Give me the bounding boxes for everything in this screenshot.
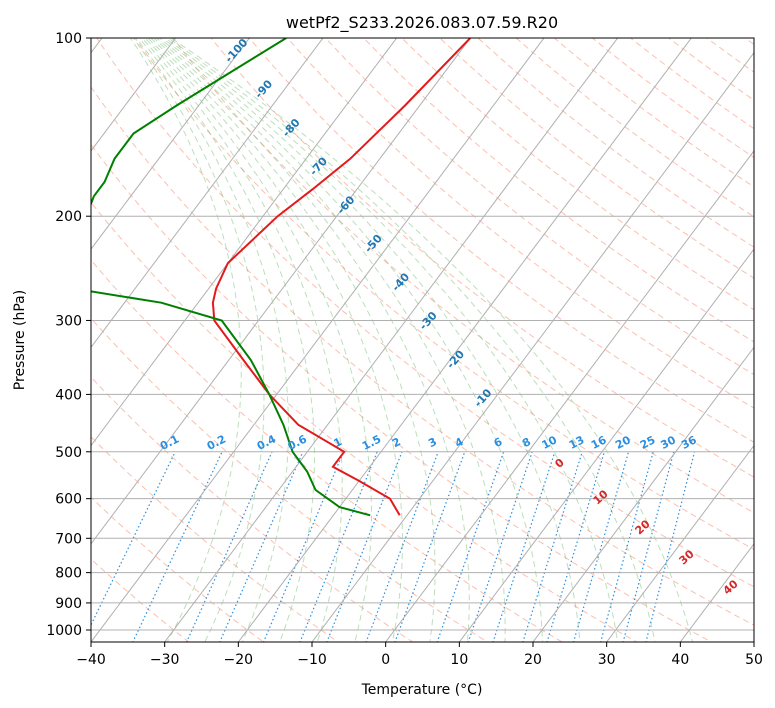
y-tick-label: 1000 [46,623,82,639]
x-tick-label: −10 [297,652,327,668]
dry-adiabat-line [91,201,638,642]
moist-adiabat-line [150,38,436,642]
chart-title: wetPf2_S233.2026.083.07.59.R20 [286,13,558,33]
moist-adiabat-line [132,38,265,642]
mixing-ratio-line [132,451,223,642]
dry-adiabat-line [477,38,754,248]
mixing-ratio-line [599,451,654,642]
dry-adiabat-line [591,38,754,159]
dry-adiabat-line [248,38,754,443]
mixing-ratio-line [467,451,533,642]
isotherm-line [91,38,177,152]
mixing-ratio-line [436,451,505,642]
isotherm-line [91,38,398,447]
x-axis-label: Temperature (°C) [361,682,483,698]
profile-lines [91,38,472,517]
x-tick-label: 50 [745,652,763,668]
moist-adiabat-line [144,38,373,642]
moist-adiabat-line [141,38,343,642]
y-tick-label: 700 [55,531,82,547]
background-lines [91,38,754,642]
mixing-ratio-label: 10 [540,433,560,452]
isotherm-line [679,542,754,642]
mixing-ratio-line [522,451,583,642]
isotherm-line [237,38,692,642]
mixing-ratio-label: 13 [567,433,587,452]
y-tick-label: 800 [55,566,82,582]
x-tick-label: 0 [381,652,390,668]
dry-adiabat-line [91,376,414,642]
mixing-ratio-line [91,451,176,627]
dry-adiabat-line [324,38,754,376]
moist-adiabat-line [147,38,404,642]
isotherm-line [91,38,471,545]
y-axis-label: Pressure (hPa) [12,290,28,390]
x-tick-label: −40 [76,652,106,668]
y-tick-label: 200 [55,209,82,225]
dry-adiabat-line [362,38,754,343]
dry-adiabat-line [91,143,713,642]
mixing-ratio-line [645,451,696,642]
moist-adiabat-line [164,38,619,642]
isotherm-line [91,38,545,642]
x-tick-label: 10 [450,652,468,668]
dry-adiabat-line [134,38,754,550]
mixing-ratio-line [572,451,630,642]
dry-adiabat-line [553,38,754,188]
dewpoint-profile-line [91,38,371,517]
mixing-ratio-line [622,451,675,642]
moist-adiabat-line [170,38,694,642]
mixing-ratio-line [219,451,304,642]
isotherm-line [385,150,754,642]
moist-adiabat-line [138,38,316,642]
isotherm-line [458,248,754,642]
y-tick-label: 500 [55,445,82,461]
dry-adiabat-line [91,86,754,626]
dry-adiabat-line [286,38,754,409]
x-tick-label: −20 [224,652,254,668]
axes: −40 −30 −20 −10 0 10 20 30 40 50 100 200 300 400 500 60… [46,31,763,668]
mixing-ratio-line [262,451,345,642]
isotherm-line [91,38,250,250]
mixing-ratio-label: 36 [679,433,699,452]
moist-adiabat-line [129,38,242,642]
dry-adiabat-line [96,38,754,588]
x-tick-label: −30 [150,652,180,668]
mixing-ratio-label: 16 [589,433,609,452]
temperature-profile-line [211,38,472,516]
moist-adiabat-line [167,38,656,642]
moist-adiabat-line [135,38,289,642]
isotherm-line [606,444,754,642]
y-tick-label: 100 [55,31,82,47]
dry-adiabat-line [210,38,754,478]
mixing-ratio-line [394,451,466,642]
plot-frame [90,37,755,643]
y-tick-label: 900 [55,596,82,612]
moist-adiabat-line [152,38,470,642]
moist-adiabat-line [161,38,581,642]
x-tick-label: 20 [524,652,542,668]
grid-lines [91,38,754,642]
isotherm-line [91,38,324,349]
dry-adiabat-line [91,436,339,642]
y-tick-label: 600 [55,492,82,508]
dry-adiabat-line [91,317,489,642]
x-tick-label: 40 [671,652,689,668]
y-tick-label: 400 [55,387,82,403]
mixing-ratio-line [185,451,273,642]
x-tick-label: 30 [598,652,616,668]
mixing-ratio-label: 25 [638,433,658,452]
isotherm-line [311,51,754,642]
isotherm-line [164,38,619,642]
moist-adiabat-line [155,38,506,642]
dry-adiabat-line [91,259,564,642]
isotherm-line [532,346,754,642]
y-tick-label: 300 [55,313,82,329]
mixing-ratio-label: 30 [658,433,678,452]
mixing-ratio-label: 20 [613,433,633,452]
mixing-ratio-line [492,451,556,642]
